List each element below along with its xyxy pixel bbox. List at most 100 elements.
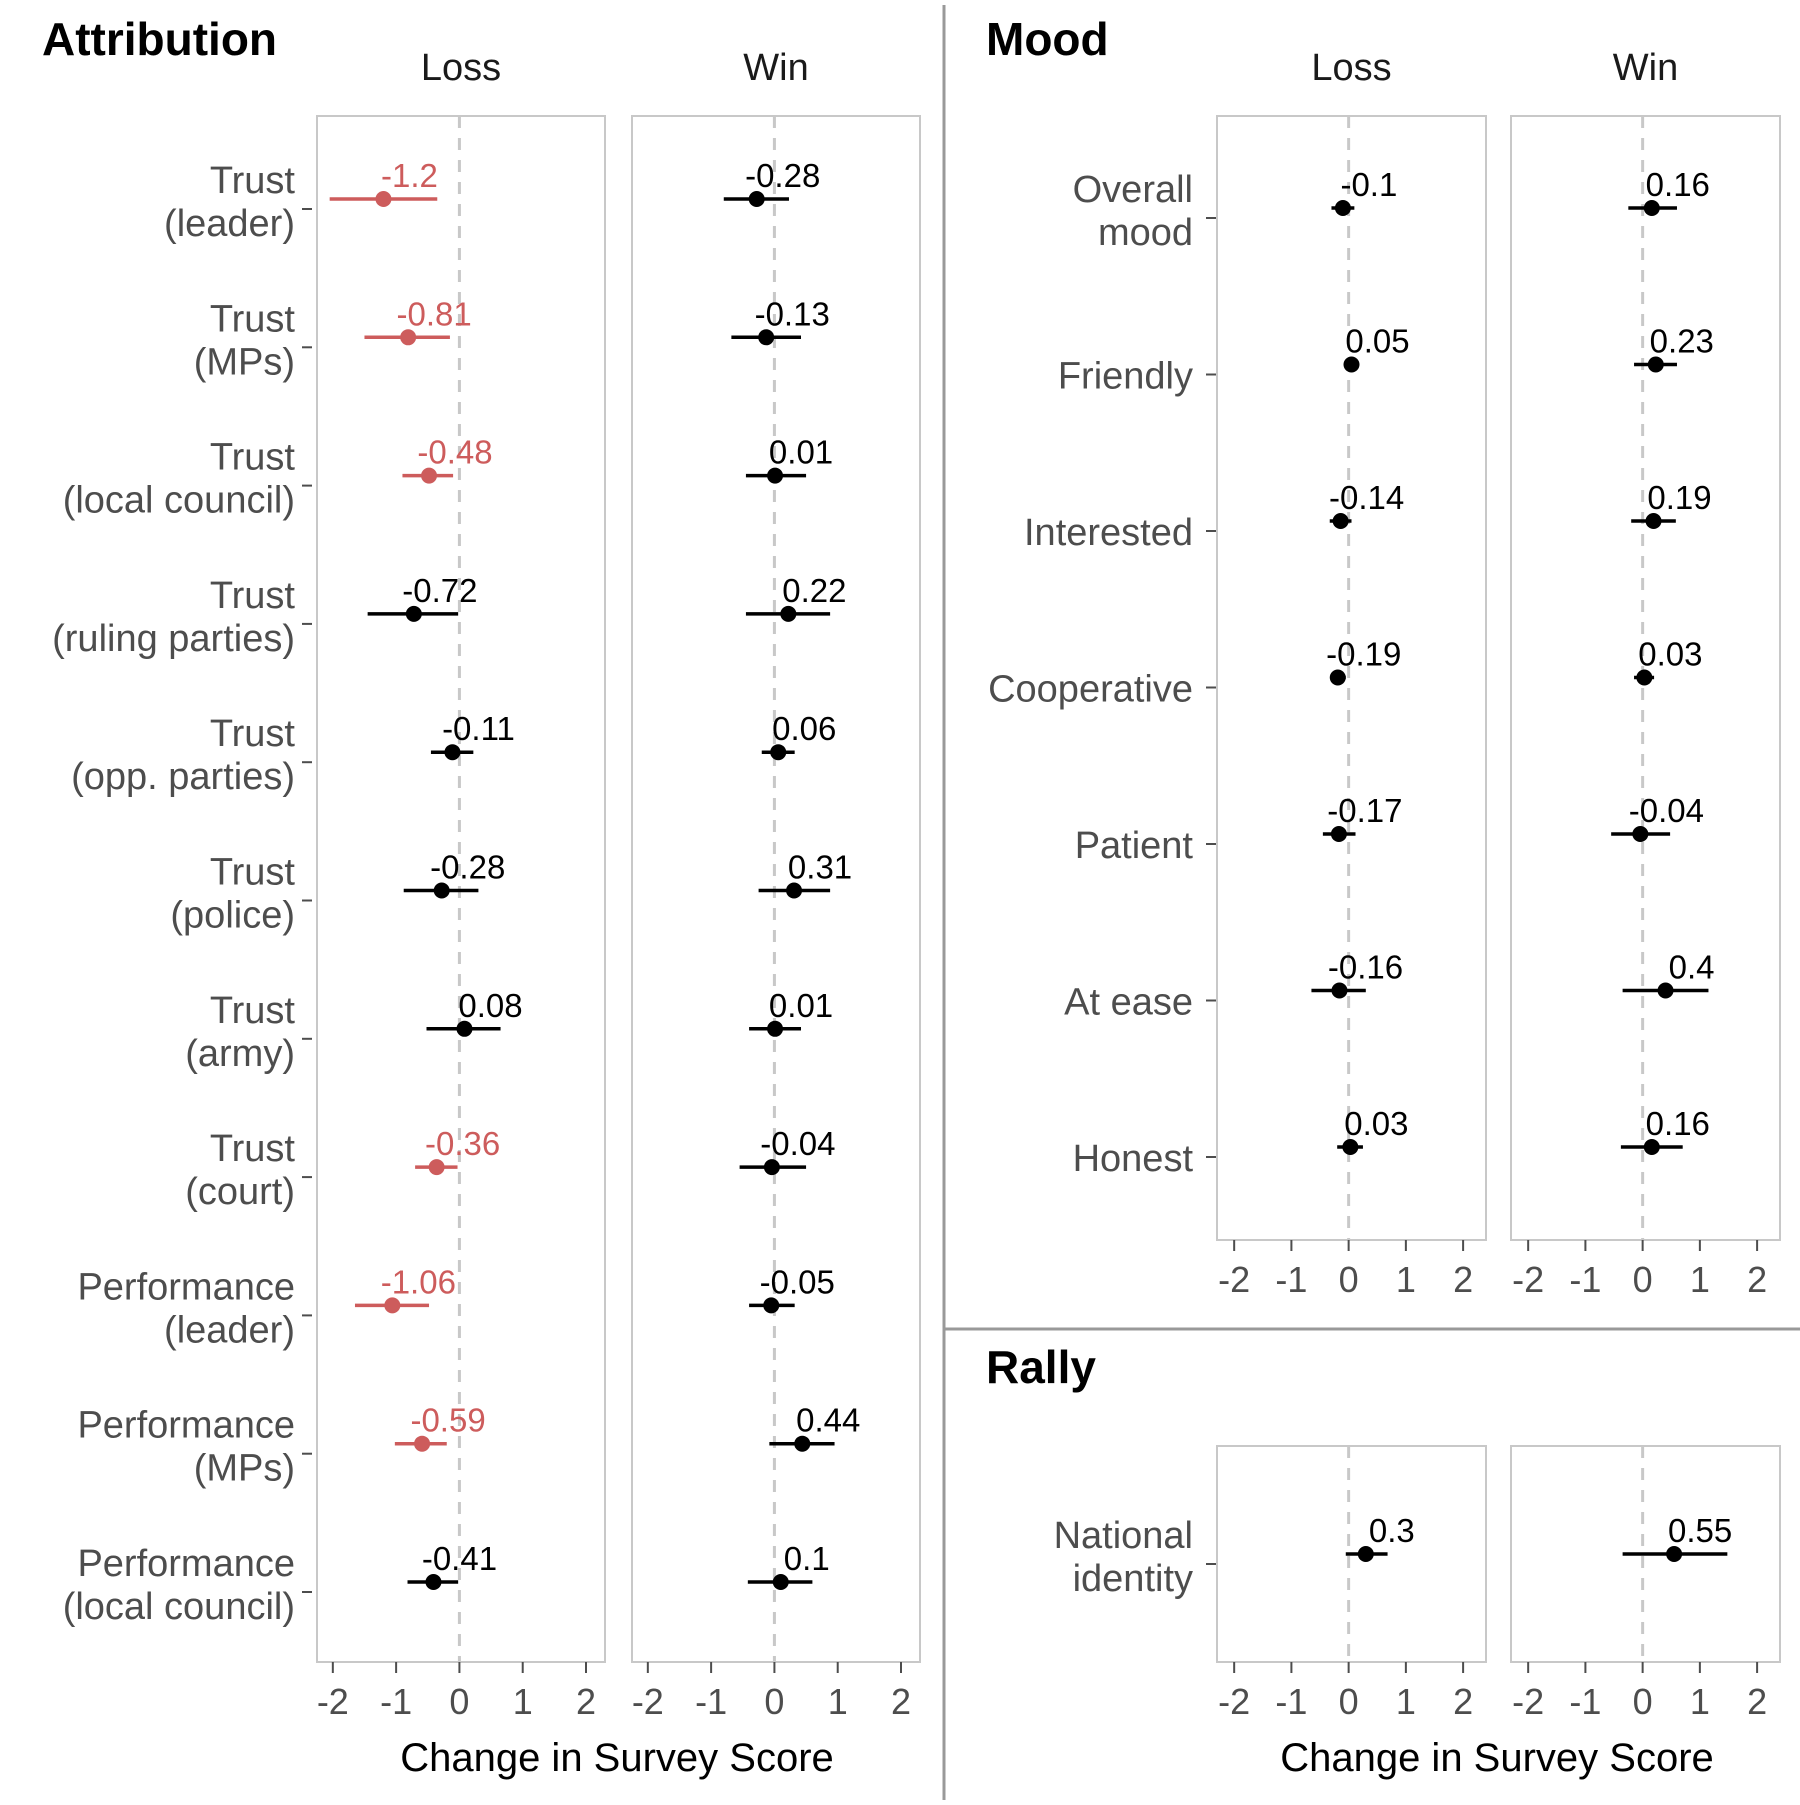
estimate-point (428, 1159, 445, 1176)
estimate-value-label: 0.16 (1646, 1105, 1710, 1142)
estimate-point (1636, 669, 1653, 686)
facet-label: Loss (421, 47, 501, 89)
x-tick-label: -1 (1275, 1681, 1307, 1722)
facet-label: Loss (1311, 47, 1391, 89)
estimate-value-label: 0.03 (1638, 636, 1702, 673)
x-tick-label: -1 (380, 1681, 412, 1722)
estimate-value-label: -0.11 (442, 710, 515, 747)
estimate-value-label: 0.44 (796, 1402, 860, 1439)
y-category-label: (court) (185, 1171, 295, 1213)
estimate-value-label: -0.13 (755, 295, 830, 332)
x-tick-label: -1 (1569, 1681, 1601, 1722)
x-tick-label: 0 (449, 1681, 469, 1722)
estimate-point (1666, 1546, 1683, 1562)
estimate-value-label: -1.06 (381, 1263, 456, 1300)
chart-title: Rally (986, 1341, 1096, 1393)
y-category-label: (opp. parties) (71, 756, 295, 798)
estimate-value-label: 0.03 (1344, 1105, 1408, 1142)
estimate-value-label: -0.48 (417, 434, 492, 471)
estimate-point (400, 329, 417, 346)
x-tick-label: -2 (317, 1681, 349, 1722)
x-tick-label: 1 (1690, 1681, 1710, 1722)
estimate-point (1357, 1546, 1374, 1562)
y-category-label: Trust (210, 852, 296, 894)
x-tick-label: 0 (764, 1681, 784, 1722)
estimate-point (456, 1020, 473, 1037)
y-category-label: Trust (210, 437, 296, 479)
x-tick-label: 1 (1690, 1259, 1710, 1300)
y-category-label: Trust (210, 713, 296, 755)
estimate-value-label: -0.28 (430, 849, 505, 886)
y-category-label: (local council) (63, 480, 295, 522)
x-tick-label: 1 (1396, 1259, 1416, 1300)
estimate-value-label: -1.2 (381, 157, 438, 194)
x-tick-label: 2 (891, 1681, 911, 1722)
estimate-point (384, 1297, 401, 1314)
panel-border (316, 115, 606, 1663)
x-tick-label: 0 (1339, 1259, 1359, 1300)
estimate-point (1329, 669, 1346, 686)
estimate-point (1334, 200, 1351, 216)
x-tick-label: -2 (632, 1681, 664, 1722)
estimate-point (425, 1574, 442, 1590)
estimate-value-label: -0.72 (402, 572, 477, 609)
estimate-value-label: -0.05 (760, 1263, 835, 1300)
estimate-value-label: 0.01 (769, 987, 833, 1024)
y-category-label: (MPs) (194, 341, 295, 383)
x-tick-label: 1 (828, 1681, 848, 1722)
x-tick-label: -1 (1275, 1259, 1307, 1300)
estimate-value-label: 0.55 (1668, 1512, 1732, 1549)
x-tick-label: 2 (1747, 1259, 1767, 1300)
panel-border (631, 115, 921, 1663)
estimate-point (1332, 513, 1349, 529)
estimate-point (770, 744, 787, 761)
estimate-point (748, 191, 765, 207)
x-tick-label: 0 (1339, 1681, 1359, 1722)
chart-title: Attribution (42, 13, 277, 65)
x-tick-label: -2 (1512, 1259, 1544, 1300)
estimate-point (414, 1435, 431, 1452)
estimate-point (1643, 200, 1660, 216)
y-category-label: Patient (1075, 825, 1194, 867)
panel-border (1510, 1445, 1781, 1663)
x-tick-label: -2 (1218, 1681, 1250, 1722)
y-category-label: Cooperative (988, 669, 1193, 711)
y-category-label: Performance (77, 1266, 295, 1308)
x-axis-title: Change in Survey Score (1280, 1736, 1714, 1780)
panel-border (1216, 115, 1487, 1241)
estimate-point (1632, 826, 1649, 842)
x-tick-label: 1 (1396, 1681, 1416, 1722)
x-tick-label: -2 (1512, 1681, 1544, 1722)
y-category-label: Friendly (1058, 356, 1193, 398)
estimate-point (1343, 356, 1360, 373)
estimate-value-label: -0.04 (760, 1125, 835, 1162)
estimate-value-label: -0.19 (1326, 636, 1401, 673)
x-tick-label: -1 (695, 1681, 727, 1722)
estimate-value-label: -0.81 (397, 295, 472, 332)
estimate-value-label: -0.28 (745, 157, 820, 194)
y-category-label: (local council) (63, 1586, 295, 1628)
estimate-point (1331, 982, 1348, 999)
estimate-value-label: 0.1 (784, 1540, 830, 1577)
estimate-point (421, 467, 438, 484)
estimate-value-label: -0.36 (425, 1125, 500, 1162)
estimate-point (1643, 1139, 1660, 1155)
x-tick-label: 2 (1453, 1681, 1473, 1722)
y-category-label: Trust (210, 160, 296, 202)
y-category-label: (army) (185, 1033, 295, 1075)
y-category-label: Trust (210, 298, 296, 340)
y-category-label: (leader) (164, 1309, 295, 1351)
estimate-value-label: 0.01 (769, 434, 833, 471)
estimate-point (767, 1020, 784, 1037)
estimate-point (1647, 356, 1664, 373)
estimate-value-label: 0.23 (1650, 323, 1714, 360)
estimate-point (794, 1435, 811, 1452)
x-tick-label: -2 (1218, 1259, 1250, 1300)
estimate-value-label: -0.41 (422, 1540, 497, 1577)
chart-title: Mood (986, 13, 1109, 65)
estimate-point (1342, 1139, 1359, 1155)
x-tick-label: -1 (1569, 1259, 1601, 1300)
y-category-label: identity (1073, 1558, 1193, 1600)
estimate-point (772, 1574, 789, 1590)
